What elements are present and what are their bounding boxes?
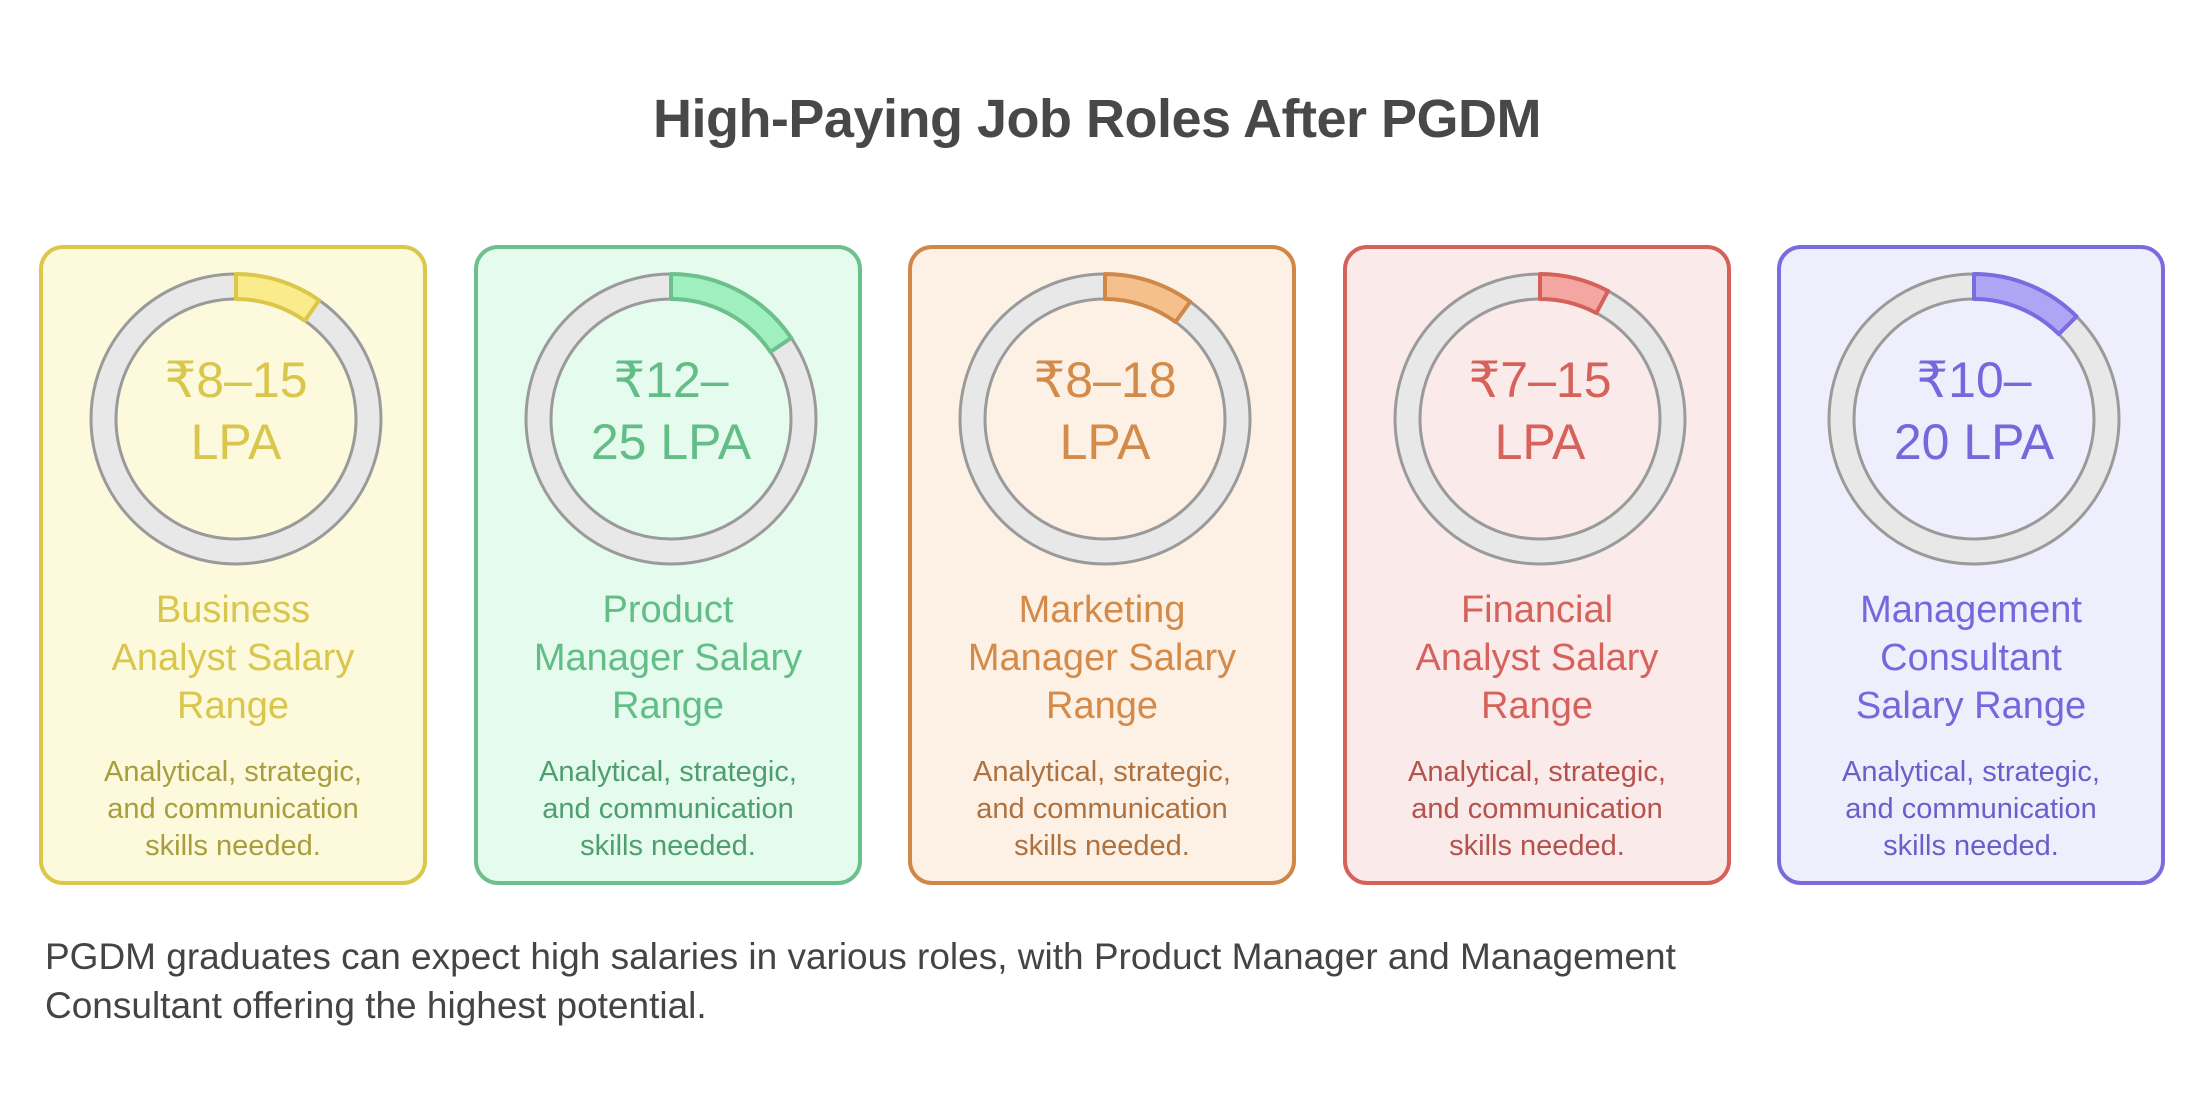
role-heading-line: Financial (1460, 589, 1614, 631)
summary-text: PGDM graduates can expect high salaries … (45, 932, 1676, 1030)
salary-card-2: ₹12– 25 LPA Product Manager Salary Range… (474, 245, 862, 885)
salary-range: ₹8–15 LPA (86, 349, 386, 473)
salary-range-line: ₹7–15 (1468, 352, 1612, 408)
role-heading-line: Analyst Salary (111, 637, 355, 679)
role-description-line: and communication (107, 793, 359, 825)
salary-range-line: 25 LPA (590, 414, 752, 470)
role-description: Analytical, strategic, and communication… (1781, 754, 2161, 865)
role-heading-line: Manager Salary (533, 637, 803, 679)
salary-range-line: 20 LPA (1893, 414, 2055, 470)
salary-range: ₹12– 25 LPA (521, 349, 821, 473)
role-description-line: skills needed. (1014, 830, 1190, 862)
salary-ring-icon (524, 272, 818, 566)
salary-card-1: ₹8–15 LPA Business Analyst Salary Range … (39, 245, 427, 885)
role-heading: Marketing Manager Salary Range (912, 586, 1292, 730)
role-heading-line: Consultant (1880, 637, 2062, 679)
role-description: Analytical, strategic, and communication… (43, 754, 423, 865)
role-description-line: and communication (1411, 793, 1663, 825)
role-heading-line: Range (1046, 685, 1158, 727)
salary-segment (1103, 272, 1193, 324)
role-description: Analytical, strategic, and communication… (478, 754, 858, 865)
role-heading-line: Analyst Salary (1415, 637, 1659, 679)
summary-line-1: PGDM graduates can expect high salaries … (45, 936, 1676, 977)
salary-range-line: ₹8–18 (1033, 352, 1177, 408)
salary-ring-icon (1827, 272, 2121, 566)
salary-range: ₹10– 20 LPA (1824, 349, 2124, 473)
salary-ring-icon (1393, 272, 1687, 566)
salary-segment (234, 272, 322, 323)
salary-range: ₹7–15 LPA (1390, 349, 1690, 473)
role-heading-line: Range (177, 685, 289, 727)
salary-segment (669, 272, 794, 354)
role-description-line: Analytical, strategic, (1408, 756, 1666, 788)
salary-range-line: ₹12– (613, 352, 729, 408)
role-heading: Financial Analyst Salary Range (1347, 586, 1727, 730)
role-description-line: and communication (1845, 793, 2097, 825)
salary-card-5: ₹10– 20 LPA Management Consultant Salary… (1777, 245, 2165, 885)
role-heading-line: Salary Range (1855, 685, 2087, 727)
role-heading: Product Manager Salary Range (478, 586, 858, 730)
salary-card-4: ₹7–15 LPA Financial Analyst Salary Range… (1343, 245, 1731, 885)
role-description-line: Analytical, strategic, (1842, 756, 2100, 788)
role-heading-line: Range (612, 685, 724, 727)
role-description-line: Analytical, strategic, (539, 756, 797, 788)
role-description: Analytical, strategic, and communication… (912, 754, 1292, 865)
role-heading: Business Analyst Salary Range (43, 586, 423, 730)
salary-card-3: ₹8–18 LPA Marketing Manager Salary Range… (908, 245, 1296, 885)
role-description-line: and communication (976, 793, 1228, 825)
salary-range: ₹8–18 LPA (955, 349, 1255, 473)
role-heading-line: Marketing (1018, 589, 1186, 631)
salary-range-line: ₹8–15 (164, 352, 308, 408)
role-description-line: skills needed. (145, 830, 321, 862)
summary-line-2: Consultant offering the highest potentia… (45, 985, 707, 1026)
page-title: High-Paying Job Roles After PGDM (652, 89, 1542, 149)
role-description-line: skills needed. (1883, 830, 2059, 862)
salary-ring-icon (958, 272, 1252, 566)
role-description-line: and communication (542, 793, 794, 825)
salary-range-line: LPA (1059, 414, 1151, 470)
role-heading-line: Range (1481, 685, 1593, 727)
role-description: Analytical, strategic, and communication… (1347, 754, 1727, 865)
salary-range-line: LPA (1494, 414, 1586, 470)
role-description-line: skills needed. (1449, 830, 1625, 862)
role-heading-line: Manager Salary (967, 637, 1237, 679)
role-heading-line: Business (155, 589, 311, 631)
role-description-line: skills needed. (580, 830, 756, 862)
salary-range-line: LPA (190, 414, 282, 470)
role-description-line: Analytical, strategic, (104, 756, 362, 788)
role-description-line: Analytical, strategic, (973, 756, 1231, 788)
role-heading-line: Product (602, 589, 734, 631)
role-heading: Management Consultant Salary Range (1781, 586, 2161, 730)
salary-segment (1538, 272, 1611, 316)
salary-ring-icon (89, 272, 383, 566)
role-heading-line: Management (1860, 589, 2082, 631)
salary-segment (1972, 272, 2079, 337)
salary-range-line: ₹10– (1916, 352, 2032, 408)
